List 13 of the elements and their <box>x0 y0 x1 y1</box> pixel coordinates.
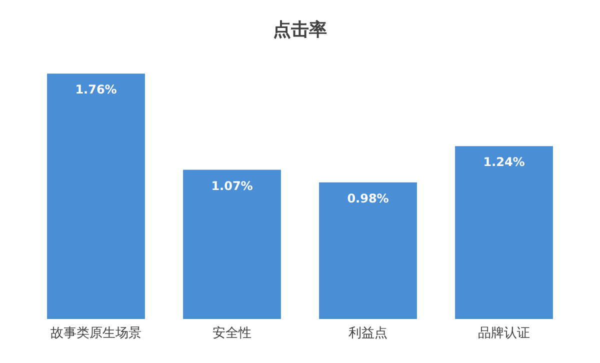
bar <box>47 74 145 319</box>
x-tick-label: 安全性 <box>212 325 252 341</box>
chart-title: 点击率 <box>273 20 327 40</box>
data-label: 0.98% <box>347 191 389 206</box>
data-label: 1.07% <box>211 178 253 193</box>
x-tick-label: 利益点 <box>348 326 388 341</box>
data-label: 1.24% <box>483 155 525 170</box>
bar <box>319 182 417 319</box>
x-tick-label: 品牌认证 <box>478 326 530 341</box>
bar <box>183 170 281 319</box>
bar <box>455 146 553 319</box>
x-tick-label: 故事类原生场景 <box>50 326 142 341</box>
data-label: 1.76% <box>75 82 117 97</box>
